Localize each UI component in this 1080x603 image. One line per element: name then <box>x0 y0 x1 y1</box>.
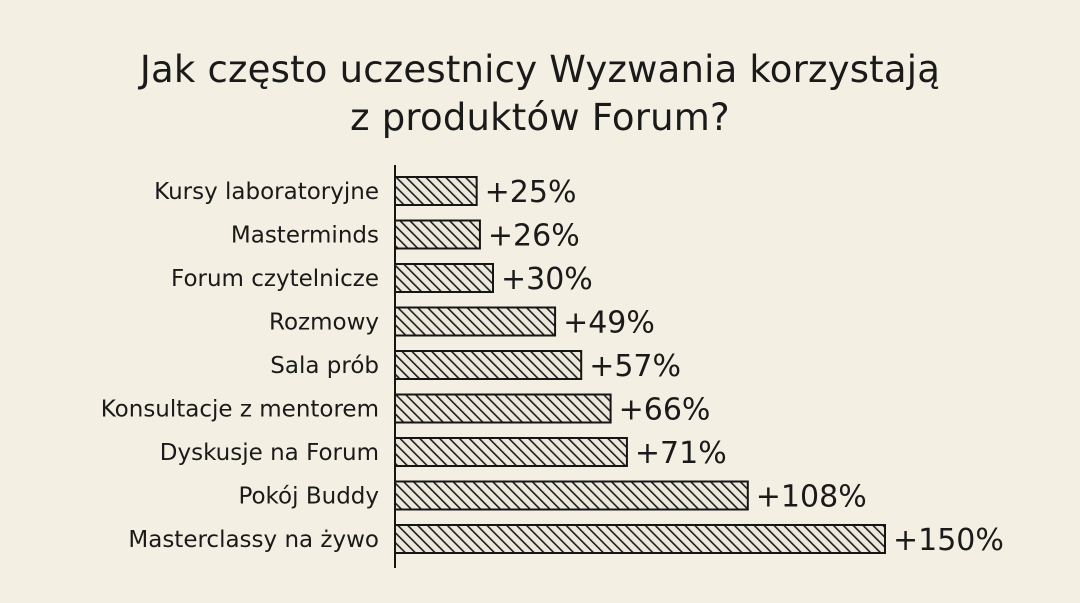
bar <box>394 263 494 293</box>
value-label: +57% <box>589 349 681 384</box>
value-label: +71% <box>635 436 727 471</box>
bar <box>394 219 481 250</box>
bar <box>394 480 749 511</box>
value-label: +66% <box>619 393 711 428</box>
bar <box>394 306 557 337</box>
bars-group: Kursy laboratoryjne +25% Masterminds +26% Fo… <box>101 175 1004 558</box>
value-label: +30% <box>501 262 593 297</box>
category-label: Forum czytelnicze <box>171 266 379 292</box>
value-label: +49% <box>563 306 655 341</box>
value-label: +26% <box>488 219 580 254</box>
value-label: +25% <box>485 175 577 210</box>
chart-title: Jak często uczestnicy Wyzwania korzystaj… <box>0 46 1080 142</box>
category-label: Kursy laboratoryjne <box>154 179 379 205</box>
chart-title-line-1: Jak często uczestnicy Wyzwania korzystaj… <box>139 48 941 91</box>
value-label: +108% <box>756 480 867 515</box>
bar <box>394 524 886 554</box>
category-label: Sala prób <box>270 353 379 379</box>
category-label: Konsultacje z mentorem <box>101 397 379 423</box>
category-label: Dyskusje na Forum <box>160 440 379 466</box>
category-label: Pokój Buddy <box>238 484 379 510</box>
bar <box>394 176 478 206</box>
bar <box>394 393 612 424</box>
bar <box>394 350 583 380</box>
chart-title-line-2: z produktów Forum? <box>350 96 730 139</box>
category-label: Masterclassy na żywo <box>128 527 379 553</box>
category-label: Masterminds <box>231 223 379 249</box>
bar <box>394 437 628 467</box>
category-label: Rozmowy <box>269 310 379 336</box>
value-label: +150% <box>893 523 1004 558</box>
